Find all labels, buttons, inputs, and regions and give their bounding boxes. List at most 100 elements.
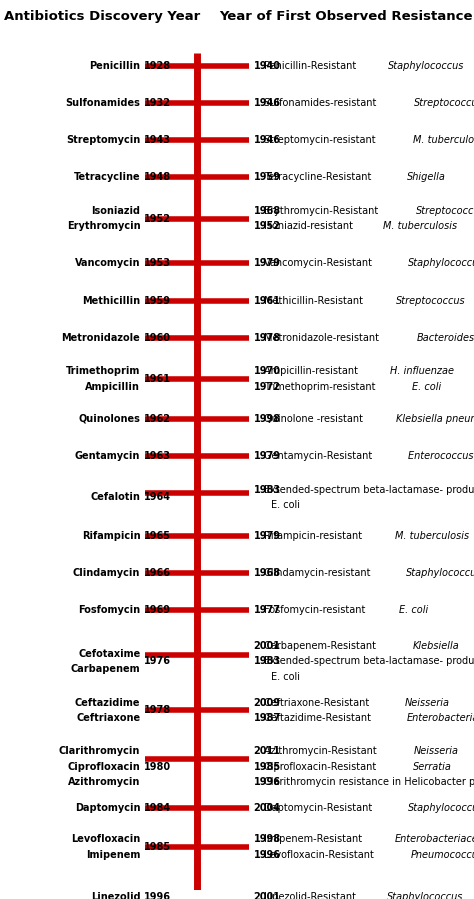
Text: Streptococcus: Streptococcus xyxy=(396,296,466,306)
Text: Pneumococcus: Pneumococcus xyxy=(410,850,474,859)
Text: 1985: 1985 xyxy=(144,841,171,852)
Text: Sulfonamides-resistant: Sulfonamides-resistant xyxy=(264,98,380,108)
Text: 1946: 1946 xyxy=(254,98,281,108)
Text: 2004: 2004 xyxy=(254,803,281,813)
Text: Methicillin: Methicillin xyxy=(82,296,140,306)
Text: Cefotaxime: Cefotaxime xyxy=(78,648,140,659)
Text: 1987: 1987 xyxy=(254,713,281,724)
Text: Quinolone -resistant: Quinolone -resistant xyxy=(264,414,366,423)
Text: 1946: 1946 xyxy=(254,135,281,145)
Text: 1978: 1978 xyxy=(254,333,281,343)
Text: Gentamycin-Resistant: Gentamycin-Resistant xyxy=(264,451,376,461)
Text: Enterococcus sp.: Enterococcus sp. xyxy=(408,451,474,461)
Text: 1963: 1963 xyxy=(144,451,171,461)
Text: Clindamycin: Clindamycin xyxy=(73,568,140,578)
Text: Extended-spectrum beta-lactamase- producing: Extended-spectrum beta-lactamase- produc… xyxy=(264,656,474,666)
Text: 1943: 1943 xyxy=(144,135,171,145)
Text: Daptomycin: Daptomycin xyxy=(75,803,140,813)
Text: Carbapenem-Resistant: Carbapenem-Resistant xyxy=(264,641,380,651)
Text: Enterobacteriaceae: Enterobacteriaceae xyxy=(395,834,474,844)
Text: 1998: 1998 xyxy=(254,834,281,844)
Text: Staphylococcus: Staphylococcus xyxy=(387,892,464,899)
Text: Extended-spectrum beta-lactamase- producing: Extended-spectrum beta-lactamase- produc… xyxy=(264,485,474,494)
Text: M. tuberculosis: M. tuberculosis xyxy=(395,531,469,541)
Text: Streptococcus: Streptococcus xyxy=(413,98,474,108)
Text: Year of First Observed Resistance: Year of First Observed Resistance xyxy=(219,10,473,22)
Text: 1976: 1976 xyxy=(144,656,171,666)
Text: Shigella: Shigella xyxy=(407,172,446,182)
Text: Penicillin-Resistant: Penicillin-Resistant xyxy=(264,61,360,71)
Text: 1959: 1959 xyxy=(254,172,281,182)
Text: Neisseria: Neisseria xyxy=(404,698,449,708)
Text: Staphylococcus: Staphylococcus xyxy=(408,803,474,813)
Text: Ciprofloxacin-Resistant: Ciprofloxacin-Resistant xyxy=(264,761,380,771)
Text: 1979: 1979 xyxy=(254,451,281,461)
Text: 1983: 1983 xyxy=(254,656,281,666)
Text: 1952: 1952 xyxy=(254,221,281,231)
Text: Neisseria: Neisseria xyxy=(414,746,459,756)
Text: 2001: 2001 xyxy=(254,641,281,651)
Text: 1964: 1964 xyxy=(144,493,171,503)
Text: 1948: 1948 xyxy=(144,172,171,182)
Text: Clarithromycin: Clarithromycin xyxy=(59,746,140,756)
Text: Isoniazid: Isoniazid xyxy=(91,206,140,216)
Text: 1965: 1965 xyxy=(144,531,171,541)
Text: Fosfomycin-resistant: Fosfomycin-resistant xyxy=(264,605,369,616)
Text: 1969: 1969 xyxy=(144,605,171,616)
Text: 1962: 1962 xyxy=(144,414,171,423)
Text: E. coli: E. coli xyxy=(271,500,300,510)
Text: 1970: 1970 xyxy=(254,366,281,377)
Text: E. coli: E. coli xyxy=(399,605,428,616)
Text: Ceftriaxone-Resistant: Ceftriaxone-Resistant xyxy=(264,698,373,708)
Text: 1978: 1978 xyxy=(144,706,171,716)
Text: 1998: 1998 xyxy=(254,414,281,423)
Text: Erythromycin-Resistant: Erythromycin-Resistant xyxy=(264,206,382,216)
Text: 1983: 1983 xyxy=(254,485,281,494)
Text: Staphylococcus: Staphylococcus xyxy=(408,258,474,269)
Text: 1928: 1928 xyxy=(144,61,171,71)
Text: Trimethoprim-resistant: Trimethoprim-resistant xyxy=(264,382,379,392)
Text: Staphylococcus: Staphylococcus xyxy=(406,568,474,578)
Text: 1961: 1961 xyxy=(144,374,171,384)
Text: Clindamycin-resistant: Clindamycin-resistant xyxy=(264,568,374,578)
Text: Linezolid: Linezolid xyxy=(91,892,140,899)
Text: Methicillin-Resistant: Methicillin-Resistant xyxy=(264,296,366,306)
Text: Ampicillin-resistant: Ampicillin-resistant xyxy=(264,366,362,377)
Text: Tetracycline-Resistant: Tetracycline-Resistant xyxy=(264,172,375,182)
Text: E. coli: E. coli xyxy=(271,672,300,681)
Text: Vancomycin: Vancomycin xyxy=(75,258,140,269)
Text: 2009: 2009 xyxy=(254,698,281,708)
Text: Azithromycin: Azithromycin xyxy=(68,777,140,788)
Text: Ampicillin: Ampicillin xyxy=(85,382,140,392)
Text: 1996: 1996 xyxy=(254,850,281,859)
Text: Azithromycin-Resistant: Azithromycin-Resistant xyxy=(264,746,380,756)
Text: Levofloxacin: Levofloxacin xyxy=(71,834,140,844)
Text: Sulfonamides: Sulfonamides xyxy=(65,98,140,108)
Text: Isoniazid-resistant: Isoniazid-resistant xyxy=(264,221,356,231)
Text: Imipenem: Imipenem xyxy=(86,850,140,859)
Text: M. tuberculosis: M. tuberculosis xyxy=(383,221,457,231)
Text: 1996: 1996 xyxy=(144,892,171,899)
Text: Streptomycin-resistant: Streptomycin-resistant xyxy=(264,135,379,145)
Text: Staphylococcus: Staphylococcus xyxy=(388,61,464,71)
Text: 1968: 1968 xyxy=(254,206,281,216)
Text: 1980: 1980 xyxy=(144,761,171,771)
Text: 1968: 1968 xyxy=(254,568,281,578)
Text: Tetracycline: Tetracycline xyxy=(73,172,140,182)
Text: 1979: 1979 xyxy=(254,531,281,541)
Text: Clarithromycin resistance in Helicobacter pylori: Clarithromycin resistance in Helicobacte… xyxy=(264,777,474,788)
Text: 1977: 1977 xyxy=(254,605,281,616)
Text: Gentamycin: Gentamycin xyxy=(75,451,140,461)
Text: 2011: 2011 xyxy=(254,746,281,756)
Text: 1959: 1959 xyxy=(144,296,171,306)
Text: 1961: 1961 xyxy=(254,296,281,306)
Text: Klebsiella: Klebsiella xyxy=(413,641,460,651)
Text: Fosfomycin: Fosfomycin xyxy=(78,605,140,616)
Text: Linezolid-Resistant: Linezolid-Resistant xyxy=(264,892,360,899)
Text: 1996: 1996 xyxy=(254,777,281,788)
Text: Penicillin: Penicillin xyxy=(89,61,140,71)
Text: Quinolones: Quinolones xyxy=(78,414,140,423)
Text: 1979: 1979 xyxy=(254,258,281,269)
Text: 1960: 1960 xyxy=(144,333,171,343)
Text: Enterobacteriaceae: Enterobacteriaceae xyxy=(407,713,474,724)
